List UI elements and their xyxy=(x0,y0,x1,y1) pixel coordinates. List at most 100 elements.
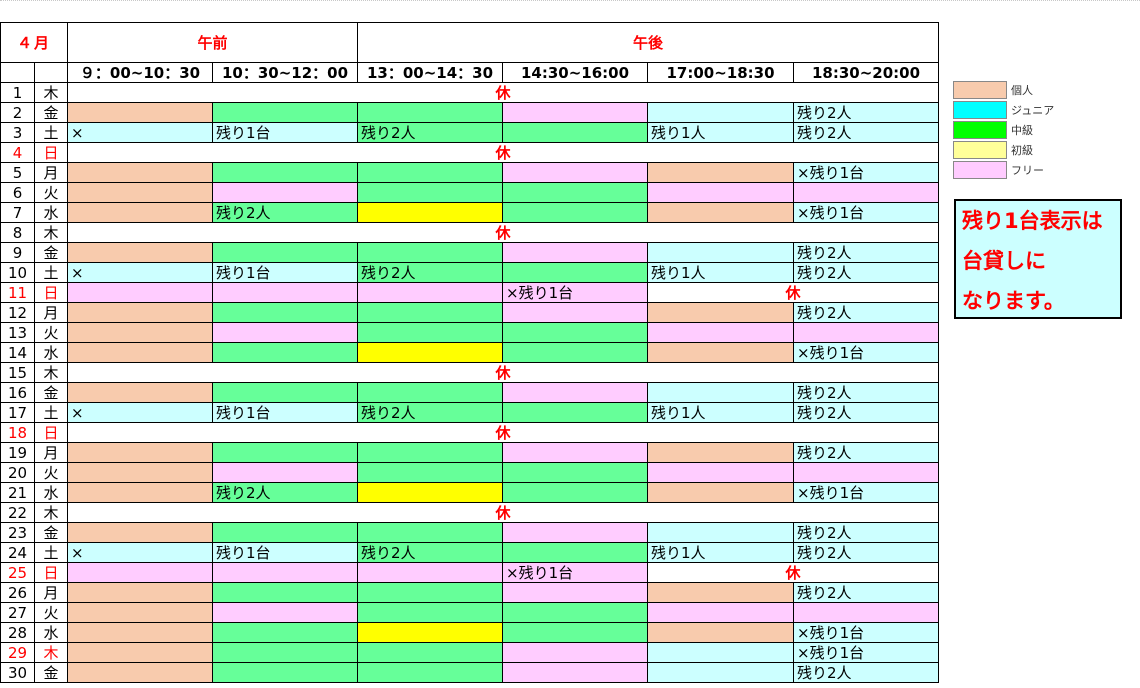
lesson-cell xyxy=(357,642,503,663)
lesson-cell: × xyxy=(67,402,213,423)
lesson-cell xyxy=(357,282,503,303)
lesson-cell: 残り2人 xyxy=(357,542,503,563)
lesson-cell xyxy=(67,242,213,263)
legend-swatch xyxy=(953,121,1007,139)
lesson-cell: 残り2人 xyxy=(793,542,939,563)
holiday-cell: 休 xyxy=(67,82,939,103)
lesson-cell: 残り1台 xyxy=(212,262,358,283)
lesson-cell xyxy=(212,582,358,603)
lesson-cell xyxy=(647,482,794,503)
day-number: 15 xyxy=(0,362,35,383)
lesson-cell: 残り2人 xyxy=(212,482,358,503)
note-line-1: 残り1台表示は xyxy=(962,209,1103,233)
day-row: 14 水 ×残り1台 xyxy=(0,342,939,363)
day-row: 23 金 残り2人 xyxy=(0,522,939,543)
lesson-cell xyxy=(67,522,213,543)
holiday-cell: 休 xyxy=(67,502,939,523)
day-number: 1 xyxy=(0,82,35,103)
lesson-cell xyxy=(502,162,648,183)
lesson-cell xyxy=(212,642,358,663)
lesson-cell xyxy=(357,102,503,123)
lesson-cell: 残り2人 xyxy=(793,402,939,423)
day-number: 21 xyxy=(0,482,35,503)
lesson-cell: 残り2人 xyxy=(212,202,358,223)
legend-swatch xyxy=(953,141,1007,159)
legend-swatch xyxy=(953,81,1007,99)
day-number: 24 xyxy=(0,542,35,563)
day-row: 7 水 残り2人 ×残り1台 xyxy=(0,202,939,223)
lesson-cell: 残り2人 xyxy=(357,262,503,283)
lesson-cell xyxy=(357,162,503,183)
lesson-cell xyxy=(647,202,794,223)
lesson-cell xyxy=(502,182,648,203)
legend-label: ジュニア xyxy=(1011,104,1055,117)
day-row: 25 日 ×残り1台休 xyxy=(0,562,939,583)
lesson-cell xyxy=(212,342,358,363)
lesson-cell: 残り2人 xyxy=(793,242,939,263)
lesson-cell xyxy=(647,642,794,663)
note-line-3: なります。 xyxy=(962,289,1065,313)
lesson-cell xyxy=(647,182,794,203)
day-number: 3 xyxy=(0,122,35,143)
weekday: 木 xyxy=(34,502,68,523)
day-number: 17 xyxy=(0,402,35,423)
lesson-cell xyxy=(67,322,213,343)
lesson-cell xyxy=(647,382,794,403)
day-number: 29 xyxy=(0,642,35,663)
legend-label: 中級 xyxy=(1011,124,1033,137)
lesson-cell: 残り1台 xyxy=(212,402,358,423)
lesson-cell xyxy=(647,242,794,263)
time-slot-2: 10：30~12：00 xyxy=(212,62,358,83)
lesson-cell xyxy=(793,462,939,483)
lesson-cell xyxy=(502,322,648,343)
lesson-cell: 残り1台 xyxy=(212,122,358,143)
lesson-cell xyxy=(357,302,503,323)
lesson-cell xyxy=(212,382,358,403)
weekday: 火 xyxy=(34,322,68,343)
day-row: 20 火 xyxy=(0,462,939,483)
day-row: 21 水 残り2人 ×残り1台 xyxy=(0,482,939,503)
lesson-cell xyxy=(647,162,794,183)
lesson-cell: ×残り1台 xyxy=(502,562,648,583)
day-number: 27 xyxy=(0,602,35,623)
day-number: 7 xyxy=(0,202,35,223)
day-number: 25 xyxy=(0,562,35,583)
period-pm: 午後 xyxy=(357,22,939,63)
weekday: 土 xyxy=(34,122,68,143)
lesson-cell xyxy=(647,582,794,603)
day-row: 12 月 残り2人 xyxy=(0,302,939,323)
legend-swatch xyxy=(953,101,1007,119)
day-number: 22 xyxy=(0,502,35,523)
lesson-cell xyxy=(67,442,213,463)
lesson-cell xyxy=(502,642,648,663)
lesson-cell xyxy=(212,522,358,543)
lesson-cell xyxy=(212,622,358,643)
note-line-2: 台貸しに xyxy=(962,249,1046,273)
lesson-cell: ×残り1台 xyxy=(793,202,939,223)
day-row: 30 金 残り2人 xyxy=(0,662,939,683)
weekday: 金 xyxy=(34,242,68,263)
lesson-cell xyxy=(357,462,503,483)
lesson-cell xyxy=(502,462,648,483)
lesson-cell: × xyxy=(67,262,213,283)
lesson-cell: 残り2人 xyxy=(793,382,939,403)
lesson-cell: × xyxy=(67,542,213,563)
lesson-cell xyxy=(212,182,358,203)
lesson-cell: 残り2人 xyxy=(793,442,939,463)
lesson-cell xyxy=(502,382,648,403)
lesson-cell xyxy=(212,442,358,463)
lesson-cell xyxy=(357,482,503,503)
lesson-cell xyxy=(647,302,794,323)
lesson-cell xyxy=(212,322,358,343)
lesson-cell xyxy=(502,242,648,263)
lesson-cell xyxy=(793,602,939,623)
lesson-cell xyxy=(212,242,358,263)
weekday: 木 xyxy=(34,82,68,103)
day-number: 5 xyxy=(0,162,35,183)
lesson-cell xyxy=(502,662,648,683)
legend-label: 初級 xyxy=(1011,144,1033,157)
day-row: 15 木休 xyxy=(0,362,939,383)
lesson-cell xyxy=(67,342,213,363)
